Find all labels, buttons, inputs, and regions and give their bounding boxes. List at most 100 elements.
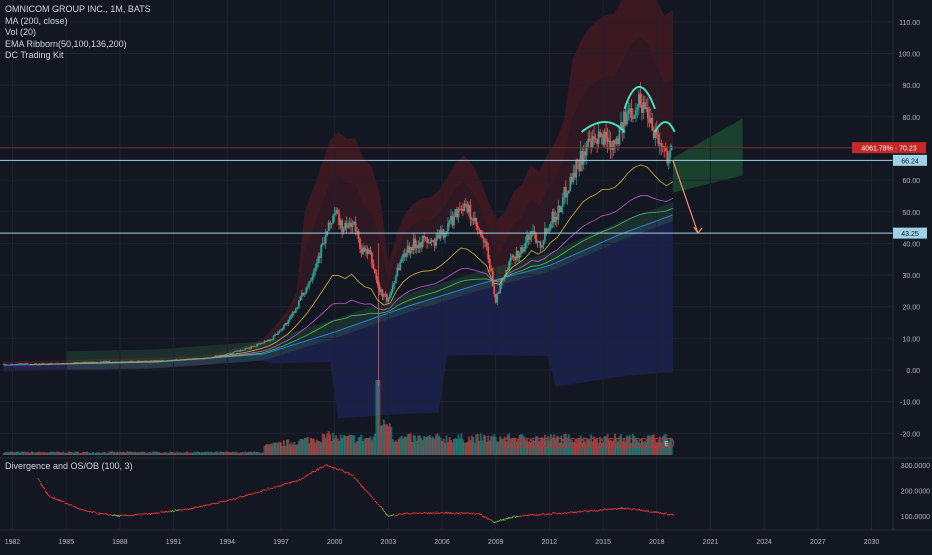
candle-body bbox=[513, 255, 515, 256]
oscillator-segment bbox=[482, 516, 483, 517]
oscillator-segment bbox=[255, 492, 256, 493]
oscillator-segment bbox=[79, 509, 80, 510]
candle-body bbox=[358, 231, 360, 239]
oscillator-segment bbox=[476, 513, 477, 514]
candle-body bbox=[316, 263, 318, 268]
oscillator-segment bbox=[64, 503, 65, 504]
oscillator-segment bbox=[586, 511, 587, 512]
oscillator-segment bbox=[619, 508, 620, 509]
candle-body bbox=[647, 107, 649, 118]
candle-body bbox=[426, 237, 428, 242]
oscillator-segment bbox=[483, 516, 484, 517]
oscillator-segment bbox=[539, 514, 540, 515]
candle-body bbox=[636, 108, 638, 110]
oscillator-segment bbox=[290, 482, 291, 484]
oscillator-segment bbox=[416, 513, 417, 514]
oscillator-segment bbox=[306, 475, 307, 477]
oscillator-segment bbox=[470, 513, 471, 514]
oscillator-segment bbox=[406, 512, 407, 513]
oscillator-title[interactable]: Divergence and OS/OB (100, 3) bbox=[5, 461, 133, 471]
oscillator-segment bbox=[114, 515, 115, 516]
y-tick-label: 30.00 bbox=[902, 273, 920, 280]
oscillator-segment bbox=[248, 494, 249, 495]
candle-body bbox=[399, 262, 401, 270]
oscillator-segment bbox=[336, 468, 337, 470]
candle-body bbox=[550, 223, 552, 228]
candle-body bbox=[304, 293, 306, 294]
oscillator-segment bbox=[413, 512, 414, 513]
legend-ema-ribbon[interactable]: EMA Ribborn(50,100,136,200) bbox=[5, 39, 151, 51]
candle-body bbox=[549, 228, 551, 231]
oscillator-segment bbox=[164, 511, 165, 513]
candle-body bbox=[313, 271, 315, 277]
oscillator-segment bbox=[433, 513, 434, 514]
oscillator-segment bbox=[194, 506, 195, 508]
oscillator-segment bbox=[466, 512, 467, 513]
oscillator-segment bbox=[458, 513, 459, 514]
y-tick-label: 60.00 bbox=[902, 178, 920, 185]
legend-trading-kit[interactable]: DC Trading Kit bbox=[5, 50, 151, 62]
candle-body bbox=[337, 210, 339, 213]
oscillator-segment bbox=[163, 512, 164, 513]
candle-body bbox=[310, 280, 312, 281]
chart-legend: OMNICOM GROUP INC., 1M, BATS MA (200, cl… bbox=[5, 4, 151, 62]
oscillator-segment bbox=[70, 504, 71, 505]
oscillator-segment bbox=[315, 470, 316, 472]
oscillator-segment bbox=[509, 518, 510, 519]
oscillator-segment bbox=[230, 499, 231, 500]
oscillator-segment bbox=[240, 496, 241, 497]
legend-symbol[interactable]: OMNICOM GROUP INC., 1M, BATS bbox=[5, 4, 151, 16]
oscillator-segment bbox=[270, 488, 271, 489]
legend-vol[interactable]: Vol (20) bbox=[5, 27, 151, 39]
oscillator-segment bbox=[73, 506, 74, 507]
oscillator-segment bbox=[245, 495, 246, 496]
candle-body bbox=[325, 235, 327, 243]
oscillator-segment bbox=[118, 515, 119, 517]
oscillator-segment bbox=[236, 498, 237, 499]
candle-body bbox=[626, 114, 628, 125]
oscillator-segment bbox=[267, 488, 268, 489]
oscillator-segment bbox=[249, 494, 250, 495]
legend-ma[interactable]: MA (200, close) bbox=[5, 16, 151, 28]
candle-body bbox=[523, 249, 525, 252]
oscillator-segment bbox=[534, 515, 535, 516]
candle-body bbox=[347, 226, 349, 228]
oscillator-segment bbox=[121, 515, 122, 516]
oscillator-segment bbox=[571, 512, 572, 513]
oscillator-segment bbox=[563, 513, 564, 514]
oscillator-segment bbox=[343, 471, 344, 473]
candle-body bbox=[481, 235, 483, 238]
oscillator-segment bbox=[601, 510, 602, 511]
oscillator-segment bbox=[297, 480, 298, 481]
oscillator-segment bbox=[351, 474, 352, 475]
candle-body bbox=[477, 226, 479, 230]
oscillator-segment bbox=[215, 503, 216, 504]
oscillator-segment bbox=[403, 513, 404, 514]
oscillator-segment bbox=[357, 480, 358, 482]
candle-body bbox=[392, 285, 394, 292]
oscillator-segment bbox=[96, 513, 97, 514]
oscillator-segment bbox=[519, 515, 520, 517]
oscillator-segment bbox=[155, 513, 156, 514]
oscillator-segment bbox=[589, 511, 590, 512]
candle-body bbox=[311, 277, 313, 280]
candle-body bbox=[635, 110, 637, 116]
oscillator-segment bbox=[76, 507, 77, 508]
candle-body bbox=[535, 234, 537, 243]
price-tag-label: 66.24 bbox=[901, 158, 919, 165]
candle-body bbox=[619, 127, 621, 144]
earnings-badge-label: E bbox=[664, 441, 669, 448]
oscillator-segment bbox=[90, 511, 91, 512]
y-tick-label: 40.00 bbox=[902, 241, 920, 248]
x-tick-label: 1982 bbox=[5, 539, 21, 546]
oscillator-segment bbox=[424, 512, 425, 513]
oscillator-segment bbox=[191, 508, 192, 509]
y-tick-label: 50.00 bbox=[902, 210, 920, 217]
oscillator-segment bbox=[355, 478, 356, 479]
candle-body bbox=[589, 139, 591, 141]
price-tag-label: 4061.78% · 70.23 bbox=[861, 146, 916, 153]
oscillator-segment bbox=[319, 467, 320, 468]
candle-body bbox=[568, 191, 570, 194]
